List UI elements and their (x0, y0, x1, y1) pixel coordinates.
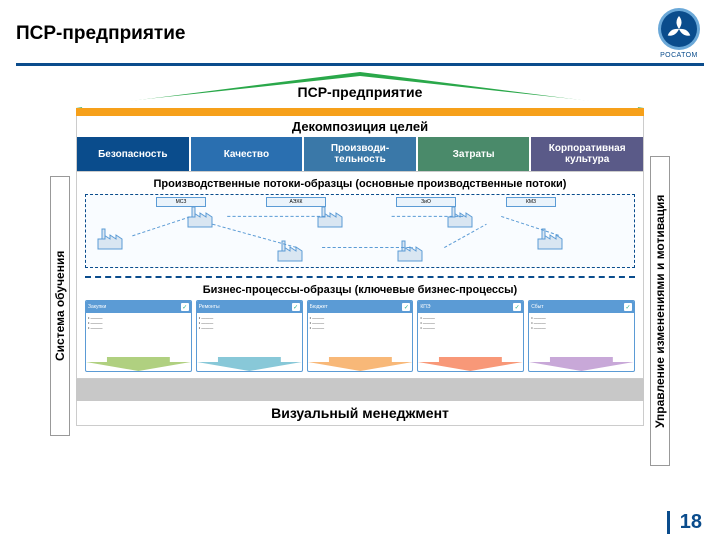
biz-card-header: Ремонты ✓ (197, 301, 302, 313)
check-icon: ✓ (292, 303, 300, 311)
right-side-label: Управление изменениями и мотивация (650, 156, 670, 466)
business-process-card: Ремонты ✓ • ———• ———• ——— (196, 300, 303, 372)
flows-title: Производственные потоки-образцы (основны… (85, 178, 635, 190)
down-arrow-icon (308, 357, 413, 371)
pillar: Производи- тельность (304, 137, 416, 171)
left-side-label: Система обучения (50, 176, 70, 436)
down-arrow-icon (418, 357, 523, 371)
biz-card-title: Бюджет (310, 304, 328, 310)
diagram: Система обучения Управление изменениями … (16, 76, 704, 496)
decomposition-band: Декомпозиция целей (76, 116, 644, 137)
biz-card-header: КПЭ ✓ (418, 301, 523, 313)
logo-text: РОСАТОМ (660, 52, 698, 59)
biz-card-body: • ———• ———• ——— (308, 313, 413, 357)
biz-card-header: Сбыт ✓ (529, 301, 634, 313)
rosatom-logo: РОСАТОМ (658, 8, 700, 59)
page-number: 18 (667, 511, 702, 534)
check-icon: ✓ (402, 303, 410, 311)
pillar: Корпоративная культура (531, 137, 643, 171)
roof-label: ПСР-предприятие (76, 84, 644, 100)
production-flow-diagram: МСЗАЭХКЗиОКМЗ (85, 194, 635, 268)
business-process-card: Бюджет ✓ • ———• ———• ——— (307, 300, 414, 372)
logo-icon (658, 8, 700, 50)
down-arrow-icon (529, 357, 634, 371)
biz-card-header: Бюджет ✓ (308, 301, 413, 313)
biz-card-header: Закупки ✓ (86, 301, 191, 313)
check-icon: ✓ (513, 303, 521, 311)
gray-band (76, 379, 644, 401)
pillar: Затраты (418, 137, 530, 171)
biz-card-body: • ———• ———• ——— (86, 313, 191, 357)
pillar: Качество (191, 137, 303, 171)
biz-card-title: Закупки (88, 304, 106, 310)
flow-connectors (86, 195, 634, 267)
business-processes-row: Закупки ✓ • ———• ———• ——— Ремонты ✓ • ——… (85, 300, 635, 372)
house-body: Производственные потоки-образцы (основны… (76, 171, 644, 379)
pillars-row: БезопасностьКачествоПроизводи- тельность… (76, 137, 644, 171)
house-diagram: ПСР-предприятие Декомпозиция целей Безоп… (76, 72, 644, 496)
visual-management-band: Визуальный менеджмент (76, 401, 644, 426)
dashed-separator (85, 276, 635, 278)
biz-card-body: • ———• ———• ——— (529, 313, 634, 357)
biz-title: Бизнес-процессы-образцы (ключевые бизнес… (85, 284, 635, 296)
biz-card-body: • ———• ———• ——— (418, 313, 523, 357)
pillar: Безопасность (77, 137, 189, 171)
biz-card-title: Ремонты (199, 304, 220, 310)
check-icon: ✓ (181, 303, 189, 311)
roof: ПСР-предприятие (76, 72, 644, 108)
header: ПСР-предприятие РОСАТОМ (0, 0, 720, 63)
check-icon: ✓ (624, 303, 632, 311)
biz-card-title: Сбыт (531, 304, 543, 310)
orange-band (76, 108, 644, 116)
business-process-card: КПЭ ✓ • ———• ———• ——— (417, 300, 524, 372)
page-title: ПСР-предприятие (16, 23, 186, 45)
business-process-card: Закупки ✓ • ———• ———• ——— (85, 300, 192, 372)
down-arrow-icon (86, 357, 191, 371)
business-process-card: Сбыт ✓ • ———• ———• ——— (528, 300, 635, 372)
biz-card-title: КПЭ (420, 304, 430, 310)
down-arrow-icon (197, 357, 302, 371)
biz-card-body: • ———• ———• ——— (197, 313, 302, 357)
header-divider (16, 63, 704, 66)
